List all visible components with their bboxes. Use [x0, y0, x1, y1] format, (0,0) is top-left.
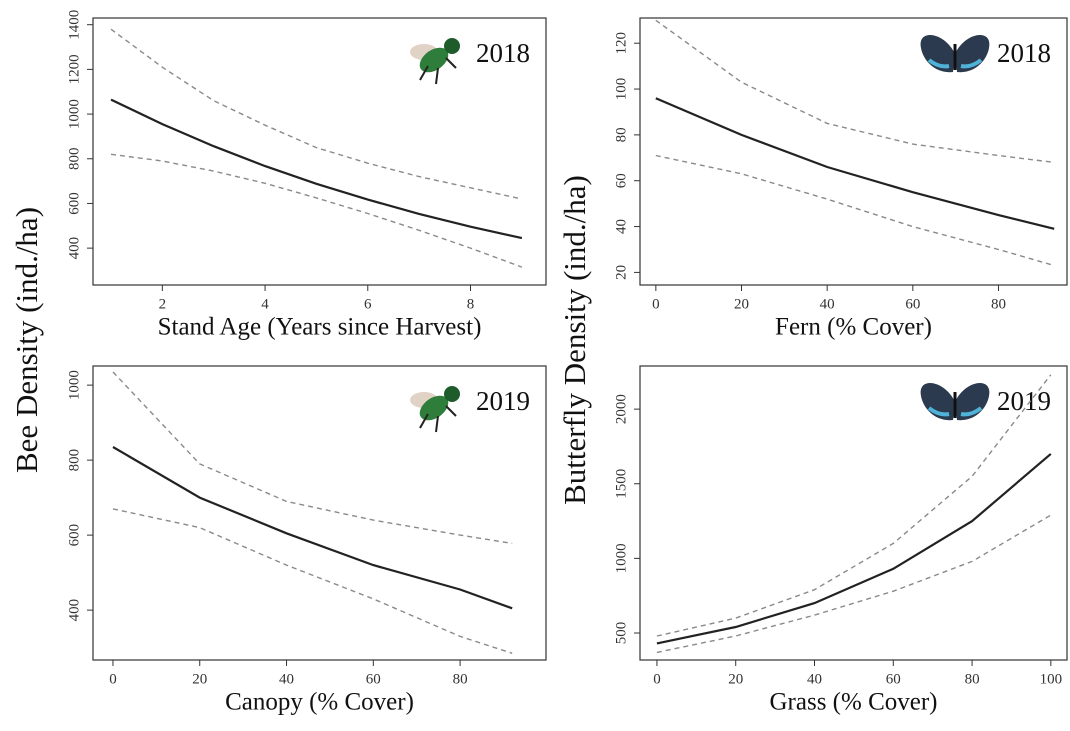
x-tick-label: 2	[159, 296, 167, 312]
x-tick-label: 80	[965, 671, 980, 687]
y-tick-label: 1000	[613, 543, 629, 573]
x-tick-label: 0	[652, 296, 660, 312]
x-tick-label: 40	[820, 296, 835, 312]
x-tick-label: 6	[364, 296, 372, 312]
y-tick-label: 600	[66, 524, 82, 547]
y-tick-label: 1400	[66, 10, 82, 40]
x-axis-label: Canopy (% Cover)	[225, 689, 414, 716]
y-axis-label: Butterfly Density (ind./ha)	[557, 175, 592, 505]
y-tick-label: 120	[613, 32, 629, 55]
y-tick-label: 1000	[66, 99, 82, 129]
x-tick-label: 40	[279, 671, 294, 687]
y-tick-label: 800	[66, 449, 82, 472]
x-tick-label: 0	[109, 671, 117, 687]
figure: 2468400600800100012001400Stand Age (Year…	[0, 0, 1070, 731]
y-tick-label: 1000	[66, 370, 82, 400]
x-tick-label: 100	[1040, 671, 1063, 687]
y-tick-label: 400	[66, 599, 82, 622]
x-tick-label: 40	[807, 671, 822, 687]
x-axis-label: Stand Age (Years since Harvest)	[158, 314, 482, 341]
x-tick-label: 20	[734, 296, 749, 312]
y-tick-label: 500	[613, 622, 629, 645]
x-tick-label: 20	[728, 671, 743, 687]
y-tick-label: 80	[613, 127, 629, 142]
year-annotation: 2019	[997, 386, 1051, 416]
butterfly-body	[954, 44, 957, 70]
butterfly-body	[954, 392, 957, 418]
y-tick-label: 2000	[613, 394, 629, 424]
y-tick-label: 1200	[66, 54, 82, 84]
x-tick-label: 60	[886, 671, 901, 687]
bee-head	[444, 386, 460, 402]
year-annotation: 2018	[476, 38, 530, 68]
y-tick-label: 1500	[613, 469, 629, 499]
x-tick-label: 80	[453, 671, 468, 687]
x-tick-label: 80	[991, 296, 1006, 312]
bee-head	[444, 38, 460, 54]
x-tick-label: 0	[653, 671, 661, 687]
x-axis-label: Fern (% Cover)	[775, 314, 932, 341]
y-tick-label: 100	[613, 78, 629, 101]
y-axis-label: Bee Density (ind./ha)	[9, 207, 44, 473]
y-tick-label: 400	[66, 237, 82, 260]
y-tick-label: 20	[613, 265, 629, 280]
x-tick-label: 60	[366, 671, 381, 687]
y-tick-label: 600	[66, 192, 82, 215]
x-axis-label: Grass (% Cover)	[769, 689, 937, 716]
y-tick-label: 60	[613, 173, 629, 188]
x-tick-label: 20	[192, 671, 207, 687]
y-tick-label: 800	[66, 148, 82, 171]
year-annotation: 2018	[997, 38, 1051, 68]
x-tick-label: 8	[467, 296, 475, 312]
x-tick-label: 4	[261, 296, 269, 312]
year-annotation: 2019	[476, 386, 530, 416]
y-tick-label: 40	[613, 219, 629, 234]
x-tick-label: 60	[905, 296, 920, 312]
